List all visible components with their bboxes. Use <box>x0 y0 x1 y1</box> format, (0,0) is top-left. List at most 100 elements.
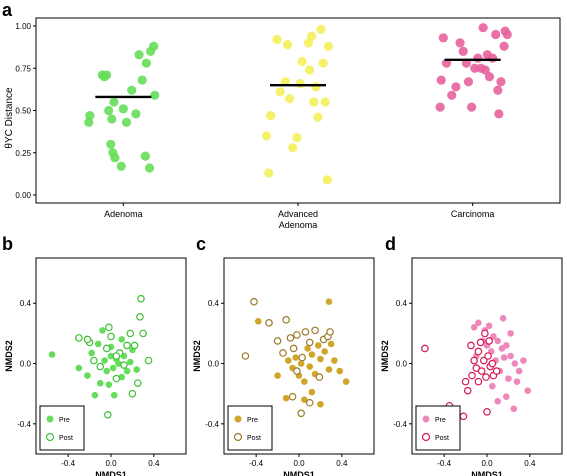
panel-a-x-tick-label: Advanced <box>278 209 318 219</box>
panel-b-y-tick-label: 0.0 <box>20 360 32 369</box>
panel-b-point-pre <box>123 367 131 375</box>
panel-d-legend-marker-pre <box>422 415 430 423</box>
panel-c-point-post <box>301 328 310 336</box>
panel-a-data-point <box>480 65 490 75</box>
panel-a-x-tick-label: Adenoma <box>279 220 318 230</box>
panel-c-point-post <box>265 319 273 327</box>
panel-a-y-tick-label: 0.50 <box>15 107 31 116</box>
panel-b-x-tick-label: 0.4 <box>148 459 160 468</box>
panel-d-legend <box>415 405 461 451</box>
panel-d-point-pre <box>489 382 496 390</box>
panel-a-data-point <box>141 58 151 68</box>
panel-a-data-point <box>282 39 293 50</box>
panel-b-point-pre <box>94 340 102 348</box>
panel-a-data-point <box>458 46 468 56</box>
panel-a-data-point <box>438 33 448 43</box>
panel-a-data-point <box>285 94 295 104</box>
panel-a-data-point <box>499 41 509 51</box>
panel-c-point-post <box>315 373 324 381</box>
panel-c-plot: -0.4 0.0 0.4 0.4 0.0 -0.4 NMDS1 NMDS2 Pre Post <box>192 257 375 476</box>
panel-d-point-post <box>474 347 483 356</box>
panel-a-data-point <box>484 72 495 82</box>
panel-c-legend <box>227 405 273 451</box>
panel-d-x-axis-label: NMDS1 <box>471 470 503 476</box>
panel-c-y-tick-label: -0.4 <box>205 420 219 429</box>
panel-d-point-post <box>477 367 486 375</box>
panel-c-point-pre <box>301 378 308 385</box>
panel-d-point-post <box>484 352 492 360</box>
panel-d-point-post <box>476 338 485 347</box>
panel-b-point-post <box>96 362 105 371</box>
panel-a-y-tick-label: 0.25 <box>15 149 31 158</box>
panel-letter-b: b <box>2 234 13 254</box>
panel-a-data-point <box>116 161 126 171</box>
panel-c-point-pre <box>342 378 350 385</box>
panel-a-data-point <box>316 24 326 34</box>
panel-b-point-post <box>75 334 83 342</box>
panel-a-data-point <box>127 85 137 95</box>
panel-c-legend-marker-post <box>233 432 243 442</box>
panel-c-y-tick-label: 0.0 <box>208 360 220 369</box>
panel-c-y-axis-label: NMDS2 <box>192 340 202 372</box>
panel-b-point-pre <box>110 391 118 399</box>
panel-d-point-pre <box>500 354 508 361</box>
panel-d-legend-label: Post <box>435 435 449 442</box>
panel-a-data-point <box>496 77 506 87</box>
panel-c-point-post <box>282 316 290 324</box>
panel-a-data-point <box>292 132 302 143</box>
panel-b-point-post <box>137 294 145 303</box>
panel-a-data-point <box>297 56 307 67</box>
panel-b-legend-label: Pre <box>59 417 70 424</box>
panel-c-point-post <box>289 344 298 353</box>
panel-b-point-pre <box>75 364 83 372</box>
panel-b-point-pre <box>48 351 56 358</box>
panel-letter-a: a <box>2 0 13 20</box>
panel-a-data-point <box>313 112 323 122</box>
panel-c-point-pre <box>321 348 329 355</box>
panel-a-data-point <box>487 53 498 63</box>
panel-b-y-tick-label: -0.4 <box>17 420 31 429</box>
panel-b-point-post <box>107 332 115 341</box>
panel-d-point-pre <box>502 342 510 349</box>
panel-c-point-pre <box>282 394 290 402</box>
panel-a-data-point <box>502 29 512 40</box>
panel-d-point-pre <box>470 324 478 331</box>
panel-c-x-tick-label: 0.0 <box>293 459 305 468</box>
panel-a-data-point <box>131 109 141 119</box>
panel-d-point-pre <box>494 337 502 345</box>
panel-b-point-pre <box>96 379 104 387</box>
panel-d-point-pre <box>502 393 510 401</box>
panel-a-data-point <box>311 82 321 92</box>
panel-a-data-point <box>467 102 477 112</box>
panel-b-point-post <box>144 356 153 365</box>
panel-b-x-tick-label: 0.0 <box>105 459 117 468</box>
panel-c-point-pre <box>308 388 316 396</box>
panel-d-point-post <box>463 386 472 395</box>
panel-a-data-point <box>264 168 274 178</box>
panel-c-x-axis-label: NMDS1 <box>283 470 315 476</box>
panel-c-point-pre <box>284 357 292 364</box>
panel-c-legend-label: Post <box>247 435 261 442</box>
panel-c-point-pre <box>325 366 333 373</box>
panel-b-plot: -0.4 0.0 0.4 0.4 0.0 -0.4 NMDS1 NMDS2 Pre Post <box>4 257 187 476</box>
panel-a-data-point <box>491 29 501 40</box>
panel-d-point-pre <box>511 360 519 367</box>
panel-a-data-point <box>436 75 446 85</box>
panel-c-point-pre <box>336 367 344 375</box>
panel-a-data-point <box>473 53 483 63</box>
panel-c-legend-marker-pre <box>234 415 242 423</box>
panel-a-data-point <box>320 97 330 107</box>
panel-b-point-pre <box>109 364 117 372</box>
panel-letter-c: c <box>196 234 206 254</box>
panel-b-point-pre <box>88 349 96 357</box>
panel-b-point-pre <box>118 336 126 343</box>
panel-a-data-point <box>272 34 282 45</box>
panel-a-data-point <box>275 87 285 97</box>
panel-b-point-post <box>126 329 135 338</box>
panel-a-medians <box>95 58 501 99</box>
panel-b-point-post <box>105 323 113 332</box>
panel-b-x-tick-label: -0.4 <box>61 459 75 468</box>
panel-b-point-pre <box>105 381 113 388</box>
